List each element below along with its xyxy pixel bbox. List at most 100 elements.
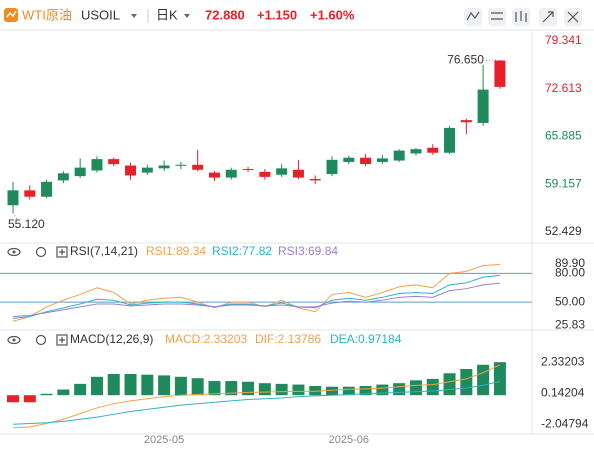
legend-entry: RSI3:69.84 bbox=[278, 244, 338, 258]
macd-bar bbox=[393, 383, 406, 396]
toolbar bbox=[464, 8, 582, 26]
macd-bar bbox=[359, 386, 372, 396]
macd-bar bbox=[309, 386, 322, 396]
add-plus bbox=[59, 337, 65, 343]
macd-bar bbox=[90, 376, 103, 396]
eye-pupil bbox=[12, 338, 16, 342]
x-tick-label: 2025-06 bbox=[329, 434, 369, 446]
add-plus bbox=[59, 249, 65, 255]
low-marker bbox=[12, 212, 18, 220]
gear-icon[interactable] bbox=[35, 334, 47, 346]
macd-bar bbox=[242, 381, 255, 396]
macd-bar bbox=[57, 389, 70, 396]
period[interactable]: 日K bbox=[156, 7, 178, 22]
add-icon[interactable] bbox=[56, 246, 68, 258]
eye-icon[interactable] bbox=[7, 335, 21, 345]
y-tick-label: 50.00 bbox=[555, 294, 585, 308]
tool-icon bbox=[491, 12, 503, 20]
candle-body bbox=[91, 159, 103, 171]
tool-icon bbox=[567, 11, 579, 23]
candle-body bbox=[225, 169, 237, 178]
y-tick-label: 80.00 bbox=[555, 266, 585, 280]
low-label: 55.120 bbox=[8, 217, 45, 231]
logo-mark bbox=[6, 10, 17, 18]
y-tick-label: 65.885 bbox=[545, 129, 582, 143]
last-price: 72.880 bbox=[205, 7, 245, 22]
legend-entry: DIF:2.13786 bbox=[255, 332, 321, 346]
rsi-title: RSI(7,14,21) bbox=[70, 244, 138, 258]
macd-line bbox=[12, 380, 501, 425]
macd-bar bbox=[191, 378, 204, 396]
candle-body bbox=[24, 190, 36, 197]
macd-bar bbox=[292, 384, 305, 396]
y-tick-label: 72.613 bbox=[545, 81, 582, 95]
candle-body bbox=[477, 89, 489, 123]
macd-bar bbox=[258, 383, 271, 396]
symbol[interactable]: USOIL bbox=[81, 7, 120, 22]
macd-bar bbox=[107, 373, 120, 396]
candle-body bbox=[108, 159, 120, 165]
candle-body bbox=[141, 167, 153, 173]
candle-body bbox=[125, 165, 137, 176]
macd-title: MACD(12,26,9) bbox=[70, 332, 153, 346]
macd-bar bbox=[493, 362, 506, 396]
eye-icon[interactable] bbox=[7, 247, 21, 257]
candle-body bbox=[376, 158, 388, 162]
legend-entry: MACD:2.33203 bbox=[165, 332, 247, 346]
macd-bar bbox=[225, 381, 238, 396]
tool-icon bbox=[515, 11, 527, 22]
tool-icon bbox=[542, 11, 554, 23]
add-icon[interactable] bbox=[56, 334, 68, 346]
macd-bar bbox=[443, 373, 456, 396]
price-change-pct: +1.60% bbox=[310, 7, 355, 22]
candle-body bbox=[276, 168, 288, 175]
macd-bar bbox=[23, 395, 36, 403]
gear-icon[interactable] bbox=[35, 246, 47, 258]
y-tick-label: 52.429 bbox=[545, 224, 582, 238]
legend-entry: RSI2:77.82 bbox=[212, 244, 272, 258]
legend-entry: RSI1:89.34 bbox=[146, 244, 206, 258]
candle-body bbox=[410, 149, 422, 154]
y-tick-label: 0.14204 bbox=[541, 385, 585, 399]
candle-body bbox=[326, 159, 338, 175]
high-label: 76.650 bbox=[447, 52, 484, 66]
macd-bar bbox=[141, 374, 154, 396]
y-tick-label: 25.83 bbox=[555, 317, 585, 331]
candle-body bbox=[292, 169, 304, 178]
macd-bar bbox=[342, 386, 355, 396]
macd-bar bbox=[74, 383, 87, 396]
candle-body bbox=[309, 178, 321, 181]
candle-body bbox=[242, 169, 254, 171]
macd-bar bbox=[275, 383, 288, 396]
rsi-line bbox=[12, 282, 500, 317]
eye-pupil bbox=[12, 250, 16, 254]
candle-body bbox=[460, 120, 472, 123]
tool-button[interactable] bbox=[464, 8, 482, 26]
macd-bar bbox=[158, 375, 171, 396]
candle-body bbox=[343, 157, 355, 162]
macd-bar bbox=[124, 373, 137, 396]
y-tick-label: 59.157 bbox=[545, 176, 582, 190]
macd-bar bbox=[460, 369, 473, 396]
macd-bar bbox=[7, 395, 19, 403]
macd-bar bbox=[376, 384, 389, 396]
candle-body bbox=[444, 127, 456, 153]
legend-entry: DEA:0.97184 bbox=[330, 332, 402, 346]
dropdown-arrow[interactable] bbox=[131, 14, 137, 18]
candle-body bbox=[7, 190, 19, 206]
candle-body bbox=[393, 150, 405, 161]
y-tick-label: 89.90 bbox=[555, 256, 585, 270]
macd-bar bbox=[208, 381, 221, 396]
macd-bar bbox=[426, 378, 439, 396]
tool-button[interactable] bbox=[488, 8, 506, 26]
candle-body bbox=[57, 173, 69, 181]
macd-controls bbox=[7, 334, 68, 346]
period-arrow[interactable] bbox=[184, 14, 190, 18]
macd-bar bbox=[174, 376, 187, 396]
candle-body bbox=[192, 164, 204, 170]
x-tick-label: 2025-05 bbox=[144, 434, 184, 446]
macd-bar bbox=[40, 393, 53, 396]
candle-body bbox=[208, 172, 220, 178]
y-tick-label: 2.33203 bbox=[541, 354, 585, 368]
tool-icon bbox=[466, 11, 480, 21]
